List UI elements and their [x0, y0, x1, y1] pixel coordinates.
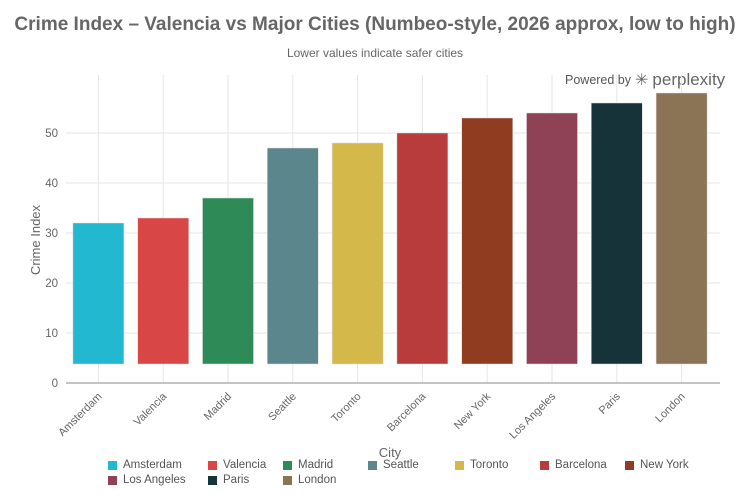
bar-los-angeles	[526, 112, 578, 365]
legend-swatch	[108, 475, 117, 485]
legend-swatch	[208, 475, 217, 485]
bar-madrid	[202, 197, 254, 365]
legend-swatch	[208, 460, 217, 470]
legend-label: Toronto	[470, 459, 509, 471]
legend-item[interactable]: Toronto	[455, 459, 508, 471]
perplexity-wordmark: perplexity	[652, 70, 726, 89]
y-tick-label: 40	[45, 178, 58, 190]
legend-label: Paris	[223, 474, 250, 486]
legend-label: Amsterdam	[123, 459, 182, 471]
powered-by-badge: Powered by ✳ perplexity	[565, 70, 725, 90]
x-tick-label: Madrid	[202, 391, 234, 423]
x-tick-label: Seattle	[266, 391, 299, 424]
bar-paris	[591, 102, 643, 365]
legend-swatch	[283, 460, 292, 470]
legend-label: Valencia	[223, 459, 267, 471]
legend-label: London	[298, 474, 337, 486]
x-tick-label: Amsterdam	[56, 391, 104, 439]
x-tick-label: Toronto	[329, 391, 363, 425]
legend-item[interactable]: Paris	[208, 474, 249, 486]
y-tick-label: 20	[45, 278, 58, 290]
legend-label: Barcelona	[555, 459, 607, 471]
legend-swatch	[625, 460, 634, 470]
legend-item[interactable]: Amsterdam	[108, 459, 182, 471]
y-tick-label: 0	[52, 378, 58, 390]
x-tick-label: London	[653, 391, 687, 425]
legend-item[interactable]: Valencia	[208, 459, 266, 471]
x-tick-label: Paris	[597, 390, 624, 417]
legend-label: Seattle	[383, 459, 419, 471]
bar-toronto	[331, 142, 384, 365]
legend-label: New York	[640, 459, 689, 471]
bar-london	[655, 92, 708, 365]
legend-swatch	[108, 460, 117, 470]
legend-swatch	[455, 460, 464, 470]
legend-item[interactable]: Seattle	[368, 459, 419, 471]
legend-item[interactable]: Madrid	[283, 459, 333, 471]
x-tick-label: New York	[452, 390, 494, 432]
bar-seattle	[267, 147, 319, 365]
chart-subtitle: Lower values indicate safer cities	[286, 46, 464, 60]
bar-valencia	[137, 217, 189, 365]
bar-barcelona	[396, 132, 449, 365]
x-tick-label: Los Angeles	[507, 390, 558, 441]
legend-swatch	[283, 475, 292, 485]
legend-swatch	[368, 460, 377, 470]
legend-item[interactable]: Barcelona	[540, 459, 607, 471]
perplexity-logo-icon: ✳	[635, 72, 649, 89]
y-tick-label: 30	[45, 228, 58, 240]
legend-label: Los Angeles	[123, 474, 186, 486]
x-axis-title: City	[379, 445, 402, 460]
y-tick-label: 10	[45, 328, 58, 340]
legend-swatch	[540, 460, 549, 470]
x-tick-label: Barcelona	[385, 390, 429, 434]
y-tick-label: 50	[45, 128, 58, 140]
bar-amsterdam	[72, 222, 125, 365]
legend-label: Madrid	[298, 459, 334, 471]
chart-title: Crime Index – Valencia vs Major Cities (…	[14, 14, 736, 35]
bar-new-york	[461, 117, 513, 365]
legend-item[interactable]: New York	[625, 459, 689, 471]
y-axis-title: Crime Index	[28, 204, 43, 275]
powered-by-label: Powered by	[565, 73, 632, 87]
legend-item[interactable]: London	[283, 474, 336, 486]
legend-item[interactable]: Los Angeles	[108, 474, 186, 486]
x-tick-label: Valencia	[132, 390, 170, 428]
